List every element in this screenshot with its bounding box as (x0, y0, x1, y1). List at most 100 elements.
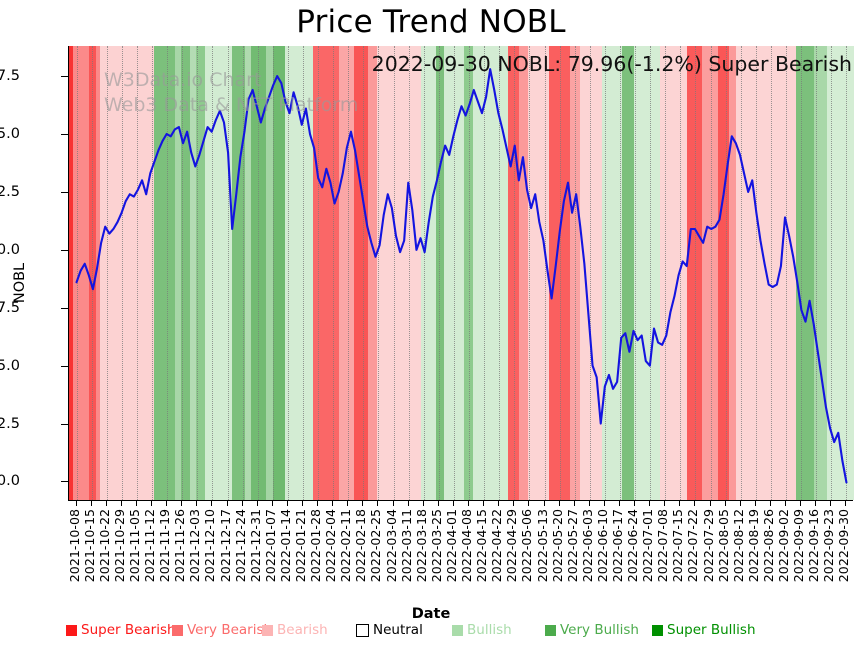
x-axis-tick-label: 2022-07-08 (655, 509, 671, 583)
legend-item-very-bearish[interactable]: Very Bearish (172, 620, 272, 640)
x-axis-tick-mark (543, 500, 545, 506)
x-axis-tick-label: 2022-09-16 (806, 509, 822, 583)
x-axis-tick-label: 2022-04-01 (443, 509, 459, 583)
y-axis-tick-mark (61, 191, 68, 193)
page-title: Price Trend NOBL (296, 4, 566, 40)
sentiment-band (190, 46, 197, 500)
legend-item-neutral[interactable]: Neutral (356, 620, 423, 640)
sentiment-band (174, 46, 182, 500)
sentiment-band (795, 46, 815, 500)
x-axis-tick-mark (135, 500, 137, 506)
x-axis-tick-label: 2022-01-07 (262, 509, 278, 583)
gridline (770, 46, 772, 500)
x-axis-tick-label: 2022-09-09 (791, 509, 807, 583)
x-axis-tick-mark (603, 500, 605, 506)
gridline (665, 46, 667, 500)
y-axis-tick-mark (61, 365, 68, 367)
x-axis-tick-mark (256, 500, 258, 506)
gridline (484, 46, 486, 500)
x-axis-tick-label: 2022-03-04 (383, 509, 399, 583)
sentiment-band (232, 46, 246, 500)
sentiment-band (717, 46, 730, 500)
gridline (363, 46, 365, 500)
gridline (378, 46, 380, 500)
gridline (76, 46, 78, 500)
x-axis-tick-label: 2021-11-05 (126, 509, 142, 583)
x-axis-tick-mark (573, 500, 575, 506)
x-axis-tick-label: 2022-02-18 (353, 509, 369, 583)
x-axis-tick-label: 2022-07-29 (700, 509, 716, 583)
gridline (242, 46, 244, 500)
gridline (499, 46, 501, 500)
gridline (333, 46, 335, 500)
gridline (635, 46, 637, 500)
legend-swatch-icon (652, 624, 663, 636)
gridline (257, 46, 259, 500)
sentiment-band (69, 46, 74, 500)
x-axis-tick-label: 2022-05-06 (519, 509, 535, 583)
gridline (620, 46, 621, 500)
gridline (302, 46, 304, 500)
sentiment-band (622, 46, 635, 500)
y-axis-tick-label: 85.0 (0, 357, 20, 374)
sentiment-band (284, 46, 314, 500)
legend-item-super-bearish[interactable]: Super Bearish (66, 620, 176, 640)
legend-item-bullish[interactable]: Bullish (452, 620, 512, 640)
gridline (91, 46, 93, 500)
x-axis-tick-label: 2022-07-22 (685, 509, 701, 583)
gridline (197, 46, 199, 500)
plot-area (68, 46, 854, 500)
sentiment-band (728, 46, 737, 500)
gridline (272, 46, 274, 500)
x-axis-tick-label: 2022-04-22 (489, 509, 505, 583)
x-axis-tick-label: 2021-12-03 (187, 509, 203, 583)
x-axis-tick-label: 2022-07-01 (640, 509, 656, 583)
y-axis-tick-label: 80.0 (0, 473, 20, 490)
gridline (650, 46, 652, 500)
sentiment-band (313, 46, 340, 500)
x-axis-tick-label: 2022-02-25 (368, 509, 384, 583)
y-axis-tick-mark (61, 481, 68, 483)
x-axis-tick-mark (332, 500, 334, 506)
gridline (318, 46, 320, 500)
x-axis-tick-label: 2021-12-24 (232, 509, 248, 583)
x-axis-tick-mark (286, 500, 288, 506)
x-axis-tick-mark (619, 500, 620, 506)
x-axis-tick-label: 2021-11-26 (172, 509, 188, 583)
x-axis-tick-label: 2021-11-19 (157, 509, 173, 583)
gridline (106, 46, 108, 500)
x-axis-tick-label: 2021-12-10 (202, 509, 218, 583)
legend-item-bearish[interactable]: Bearish (262, 620, 328, 640)
sentiment-band (339, 46, 355, 500)
x-axis-tick-mark (845, 500, 847, 506)
price-line-series (75, 68, 848, 484)
x-axis-tick-mark (649, 500, 651, 506)
gridline (589, 46, 591, 500)
gridline (710, 46, 712, 500)
gridline (423, 46, 425, 500)
x-axis-label: Date (411, 606, 451, 622)
legend-item-very-bullish[interactable]: Very Bullish (545, 620, 639, 640)
x-axis-tick-mark (498, 500, 500, 506)
x-axis-tick-label: 2021-10-08 (66, 509, 82, 583)
y-axis-tick-mark (61, 423, 68, 425)
sentiment-band (436, 46, 445, 500)
x-axis-tick-label: 2022-01-28 (308, 509, 324, 583)
legend-item-super-bullish[interactable]: Super Bullish (652, 620, 756, 640)
y-axis-label: NOBL (12, 262, 28, 304)
gridline (514, 46, 516, 500)
sentiment-band (633, 46, 661, 500)
x-axis-tick-mark (347, 500, 349, 506)
x-axis-tick-label: 2021-10-29 (111, 509, 127, 583)
sentiment-band (660, 46, 688, 500)
x-axis-tick-mark (664, 500, 666, 506)
sentiment-band (244, 46, 252, 500)
gridline (816, 46, 818, 500)
x-axis-tick-mark (241, 500, 243, 506)
x-axis-tick-label: 2022-06-17 (610, 509, 625, 583)
x-axis-tick-mark (694, 500, 696, 506)
gridline (453, 46, 455, 500)
x-axis-tick-mark (317, 500, 319, 506)
legend-label: Very Bearish (187, 622, 273, 638)
gridline (801, 46, 803, 500)
